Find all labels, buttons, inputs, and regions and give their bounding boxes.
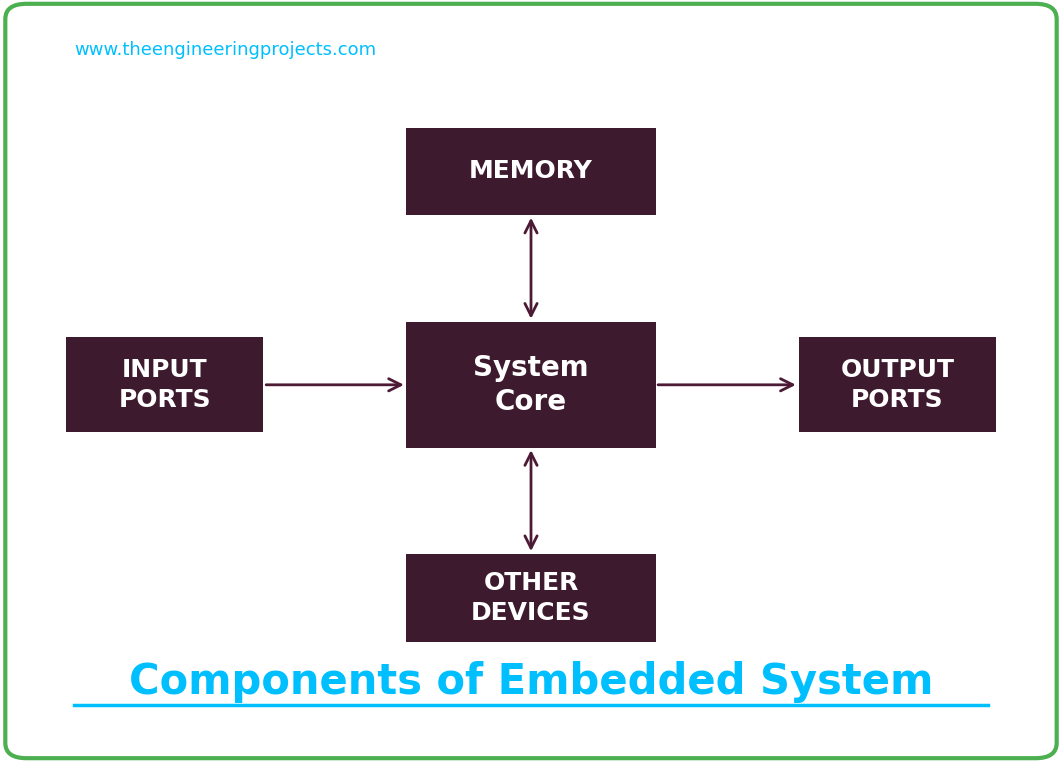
Text: OTHER
DEVICES: OTHER DEVICES xyxy=(472,572,590,625)
Text: System
Core: System Core xyxy=(474,354,588,416)
FancyBboxPatch shape xyxy=(66,338,262,433)
Text: OUTPUT
PORTS: OUTPUT PORTS xyxy=(840,358,955,411)
FancyBboxPatch shape xyxy=(406,128,655,216)
FancyBboxPatch shape xyxy=(406,322,655,448)
FancyBboxPatch shape xyxy=(799,338,996,433)
Text: www.theengineeringprojects.com: www.theengineeringprojects.com xyxy=(74,40,376,59)
FancyBboxPatch shape xyxy=(406,555,655,642)
Text: INPUT
PORTS: INPUT PORTS xyxy=(118,358,211,411)
Text: Components of Embedded System: Components of Embedded System xyxy=(129,661,933,703)
Text: MEMORY: MEMORY xyxy=(469,159,593,184)
